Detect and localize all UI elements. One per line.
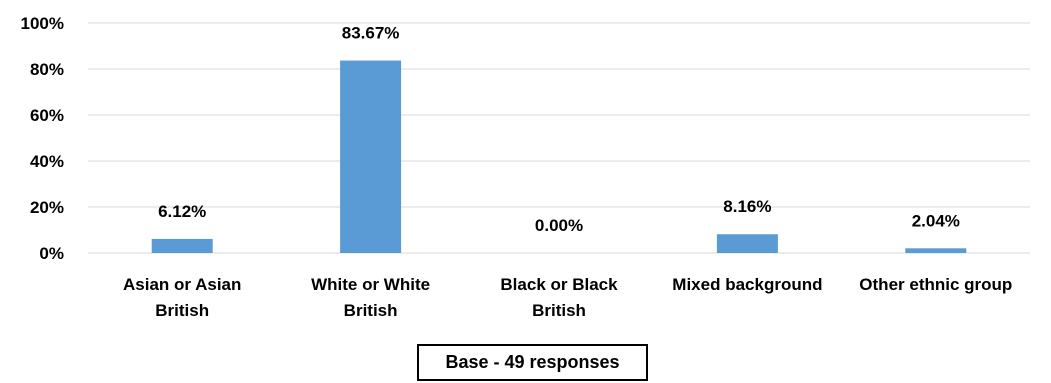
y-tick-label: 40% [30,152,64,171]
data-label: 6.12% [158,202,206,221]
data-labels: 6.12% 83.67% 0.00% 8.16% 2.04% [158,24,960,235]
bar [716,234,778,253]
y-tick-label: 60% [30,106,64,125]
category-label: British [344,301,398,320]
category-label: British [532,301,586,320]
y-axis-ticks: 0% 20% 40% 60% 80% 100% [21,14,64,263]
category-label: British [155,301,209,320]
data-label: 8.16% [723,197,771,216]
y-tick-label: 100% [21,14,64,33]
category-label: Asian or Asian [123,275,241,294]
category-label: White or White [311,275,430,294]
base-note: Base - 49 responses [445,352,620,372]
bar [151,238,213,253]
bars [151,60,967,254]
x-axis-categories: Asian or Asian British White or White Briti… [123,275,1012,320]
y-tick-label: 0% [39,244,64,263]
category-label: Other ethnic group [859,275,1012,294]
bar [905,248,967,253]
bar [340,60,402,254]
data-label: 0.00% [535,216,583,235]
y-tick-label: 20% [30,198,64,217]
base-note-box: Base - 49 responses [417,344,648,381]
y-tick-label: 80% [30,60,64,79]
bar-chart: 0% 20% 40% 60% 80% 100% 6.12% 83.67% 0.00% 8.16%… [21,14,1030,320]
category-label: Black or Black [500,275,618,294]
data-label: 2.04% [912,211,960,230]
data-label: 83.67% [342,24,400,43]
gridlines [88,22,1030,254]
category-label: Mixed background [672,275,822,294]
